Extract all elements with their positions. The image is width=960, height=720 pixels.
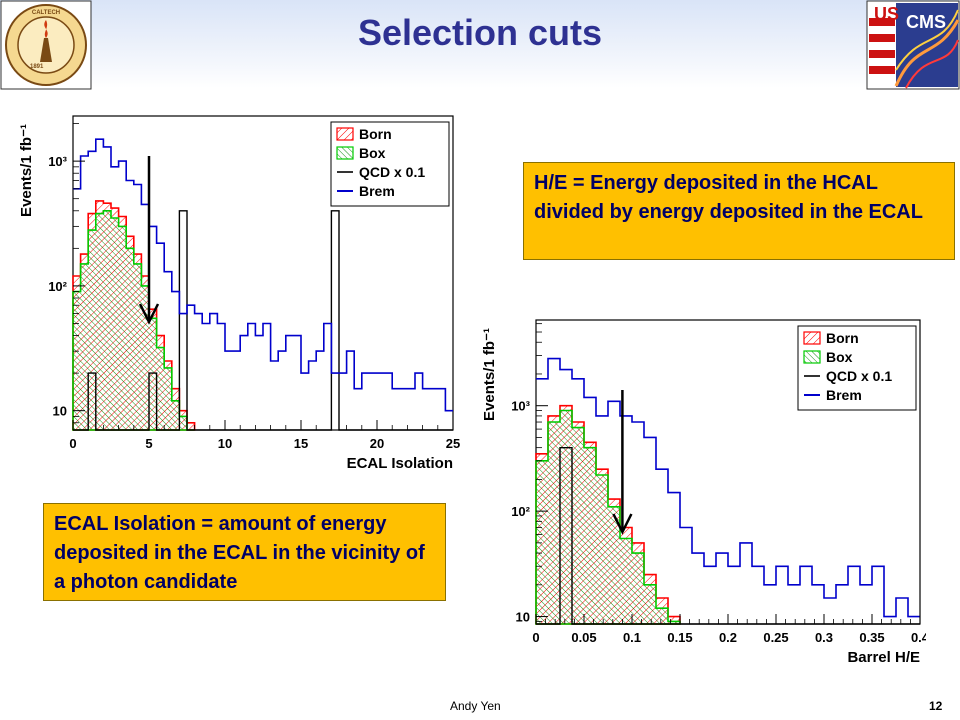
x-tick-label: 0.35 [859, 630, 884, 645]
y-tick-label: 10² [511, 504, 530, 519]
y-tick-label: 10 [516, 610, 530, 625]
x-tick-label: 0.3 [815, 630, 833, 645]
x-tick-label: 20 [370, 436, 384, 451]
y-tick-label: 10³ [511, 399, 530, 414]
legend: Born Box QCD x 0.1 Brem [330, 121, 450, 207]
x-tick-label: 0.25 [763, 630, 788, 645]
x-axis-label: Barrel H/E [847, 649, 920, 666]
y-tick-label: 10³ [48, 154, 67, 169]
x-tick-label: 0.4 [911, 630, 926, 645]
x-tick-label: 5 [145, 436, 152, 451]
legend-swatch-box [803, 350, 821, 364]
y-tick-label: 10² [48, 279, 67, 294]
x-tick-label: 0 [69, 436, 76, 451]
ecal-isolation-definition-note: ECAL Isolation = amount of energy deposi… [43, 503, 446, 601]
y-tick-label: 10 [53, 404, 67, 419]
x-tick-label: 25 [446, 436, 460, 451]
slide-header [0, 0, 960, 88]
y-axis-label: Events/1 fb⁻¹ [18, 124, 35, 217]
x-tick-label: 10 [218, 436, 232, 451]
legend-label: Box [826, 349, 853, 365]
cut-arrow-head [138, 303, 160, 325]
cut-arrow [612, 390, 633, 535]
page-number: 12 [929, 699, 943, 713]
x-tick-label: 0.05 [571, 630, 596, 645]
legend-label: QCD x 0.1 [826, 368, 892, 384]
x-axis-label: ECAL Isolation [347, 455, 453, 472]
x-tick-label: 0 [532, 630, 539, 645]
caltech-seal-logo: CALTECH 1891 [0, 0, 92, 90]
legend-swatch-box [336, 146, 354, 160]
legend-label: Brem [359, 183, 395, 199]
series-brem [73, 138, 453, 412]
legend: Born Box QCD x 0.1 Brem [797, 325, 917, 411]
x-tick-label: 0.15 [667, 630, 692, 645]
legend-swatch-born [336, 127, 354, 141]
slide-title: Selection cuts [357, 12, 603, 53]
cut-arrow-head [612, 513, 633, 535]
x-tick-label: 0.1 [623, 630, 641, 645]
he-definition-note: H/E = Energy deposited in the HCAL divid… [523, 162, 955, 260]
barrel-he-histogram: 0 0.05 0.1 0.15 0.2 0.25 0.3 0.35 0.4 10 10² 10³ Bar… [481, 319, 926, 666]
legend-swatch-born [803, 331, 821, 345]
svg-text:US: US [874, 4, 899, 24]
svg-text:CALTECH: CALTECH [32, 10, 60, 16]
footer-author: Andy Yen [450, 699, 501, 713]
cut-arrow [138, 156, 160, 325]
legend-label: Brem [826, 387, 862, 403]
ecal-isolation-histogram: 0 5 10 15 20 25 10 10² 10³ ECAL Isolation Events/1… [18, 115, 460, 472]
x-tick-label: 15 [294, 436, 308, 451]
series-brem [536, 357, 920, 618]
legend-label: Born [359, 126, 392, 142]
legend-label: Born [826, 330, 859, 346]
x-tick-label: 0.2 [719, 630, 737, 645]
series-qcd [73, 210, 453, 431]
legend-label: QCD x 0.1 [359, 164, 425, 180]
legend-label: Box [359, 145, 386, 161]
svg-text:CMS: CMS [906, 12, 946, 32]
svg-text:1891: 1891 [30, 64, 44, 70]
series-qcd [536, 446, 920, 625]
y-axis-label: Events/1 fb⁻¹ [481, 328, 498, 421]
series-box [72, 210, 195, 431]
uscms-logo: US CMS [866, 0, 960, 90]
